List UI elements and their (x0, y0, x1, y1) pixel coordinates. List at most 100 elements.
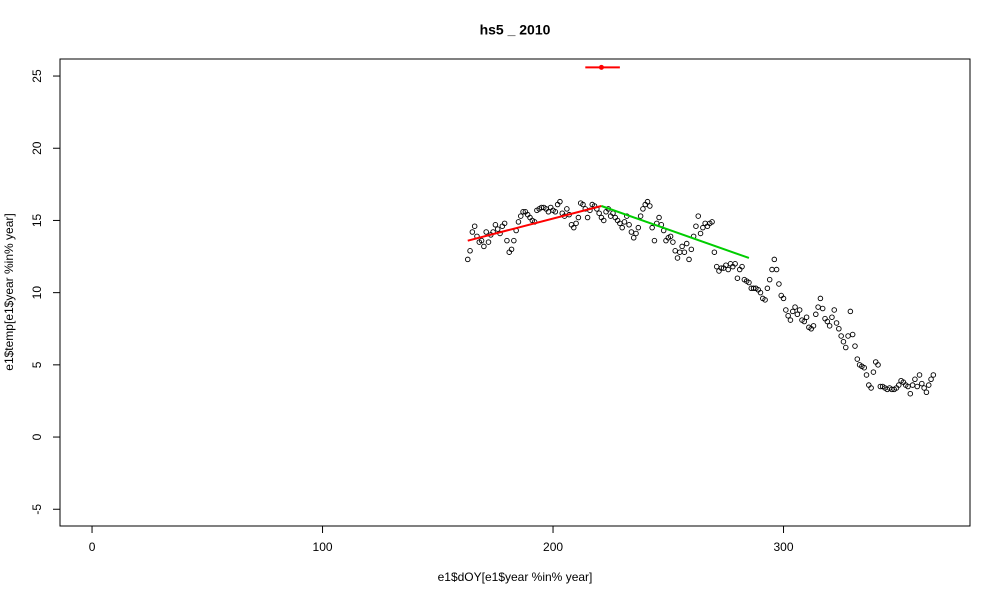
data-point (796, 307, 803, 313)
data-point (686, 256, 692, 263)
data-point (923, 389, 930, 396)
data-point (649, 224, 655, 231)
y-tick-label: 5 (30, 361, 44, 368)
data-point (863, 372, 870, 378)
data-point (847, 308, 854, 315)
data-point (552, 209, 559, 215)
data-point (810, 323, 817, 329)
data-point (843, 344, 849, 351)
data-point (483, 229, 489, 235)
data-point (916, 372, 923, 378)
data-point (667, 233, 674, 240)
data-point (838, 333, 844, 339)
data-point (709, 219, 715, 225)
data-point (826, 323, 833, 329)
data-point (693, 223, 699, 229)
data-point (464, 256, 471, 263)
data-point (697, 230, 704, 237)
data-point (732, 261, 738, 267)
data-point (681, 249, 688, 255)
data-point (575, 214, 582, 221)
y-tick-label: -5 (30, 504, 44, 515)
data-point (508, 246, 515, 253)
data-point (492, 222, 499, 228)
x-tick-label: 100 (313, 540, 333, 554)
data-point (571, 224, 577, 231)
data-point (780, 295, 787, 302)
data-point (644, 198, 651, 205)
data-point (930, 372, 937, 378)
data-point (829, 314, 835, 320)
data-point (764, 285, 771, 292)
data-point (852, 343, 858, 349)
data-point (633, 230, 639, 237)
y-tick-label: 20 (30, 141, 44, 155)
data-point (725, 266, 731, 273)
data-point (619, 224, 625, 231)
data-point (478, 237, 485, 244)
data-point (907, 390, 914, 397)
data-point (789, 308, 796, 315)
data-point (875, 362, 881, 368)
data-point (783, 307, 789, 313)
data-point (919, 380, 925, 387)
data-point (485, 239, 492, 245)
data-point (469, 229, 476, 235)
data-point (746, 279, 752, 286)
data-point (630, 235, 637, 241)
data-point (656, 214, 662, 221)
fit-line (467, 205, 602, 242)
x-axis-label: e1$dOY[e1$year %in% year] (438, 570, 593, 584)
data-point (718, 265, 725, 271)
data-point (776, 281, 782, 287)
data-point (739, 263, 745, 270)
y-tick-label: 25 (30, 69, 44, 83)
data-point (635, 224, 642, 231)
data-point (914, 383, 920, 390)
y-tick-label: 15 (30, 213, 44, 227)
data-point (921, 385, 927, 391)
data-point (817, 295, 824, 302)
data-point (711, 249, 718, 255)
data-point (771, 256, 778, 263)
data-point (501, 220, 508, 227)
data-point (925, 382, 932, 388)
data-point (836, 325, 842, 332)
data-point (518, 213, 524, 219)
data-point (695, 213, 701, 219)
data-point (573, 220, 579, 227)
data-point (564, 206, 570, 212)
data-point (683, 240, 690, 247)
data-point (870, 369, 877, 375)
data-point (679, 243, 685, 250)
data-point (580, 201, 586, 208)
y-tick-label: 0 (30, 433, 44, 440)
data-point (794, 311, 801, 318)
x-tick-label: 300 (774, 540, 794, 554)
data-point (912, 376, 918, 383)
x-tick-label: 200 (543, 540, 563, 554)
x-tick-label: 0 (89, 540, 96, 554)
data-point (787, 317, 794, 323)
data-point (688, 246, 695, 253)
data-point (757, 289, 764, 296)
data-point (515, 219, 522, 225)
data-point (557, 198, 563, 205)
data-point (504, 237, 510, 244)
data-point (640, 206, 646, 212)
data-point (600, 217, 607, 224)
data-point (861, 364, 867, 371)
data-point (734, 275, 741, 281)
data-point (481, 243, 487, 250)
data-point (670, 239, 676, 245)
data-point (849, 331, 856, 338)
data-point (647, 203, 653, 209)
data-point (896, 382, 902, 388)
data-point (792, 304, 798, 310)
data-point (511, 237, 517, 244)
data-point (819, 305, 826, 312)
data-point (773, 266, 780, 273)
data-point (651, 237, 658, 244)
data-point (626, 222, 632, 228)
